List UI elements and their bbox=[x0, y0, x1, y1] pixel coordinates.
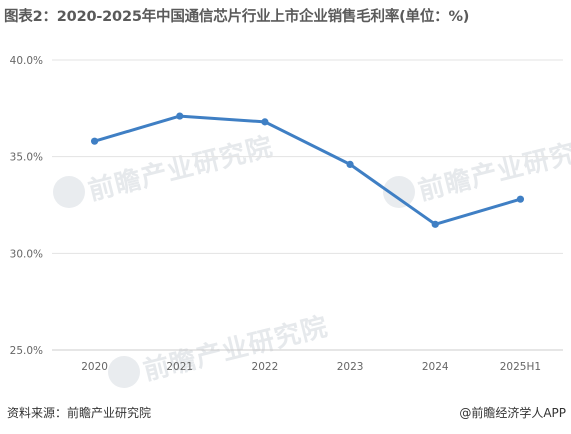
qianzhan-logo-icon bbox=[53, 176, 85, 208]
watermark-text: 前瞻产业研究院 bbox=[85, 131, 276, 207]
watermark-text: 前瞻产业研究院 bbox=[140, 311, 331, 387]
watermark: 前瞻产业研究院 bbox=[53, 131, 276, 208]
watermark: 前瞻产业研究院 bbox=[108, 311, 331, 388]
qianzhan-logo-icon bbox=[108, 356, 140, 388]
x-tick-label: 2024 bbox=[422, 361, 449, 373]
grid-lines bbox=[52, 59, 563, 351]
y-tick-label: 35.0% bbox=[10, 152, 43, 164]
data-point bbox=[176, 112, 184, 120]
watermark: 前瞻产业研究院 bbox=[383, 131, 571, 208]
source-note: 资料来源：前瞻产业研究院 bbox=[7, 406, 152, 420]
x-tick-label: 2023 bbox=[337, 361, 364, 373]
qianzhan-logo-icon bbox=[383, 176, 415, 208]
data-point bbox=[90, 137, 99, 145]
x-tick-label: 2022 bbox=[252, 361, 279, 373]
x-tick-label: 2021 bbox=[166, 361, 193, 373]
chart-title: 图表2：2020-2025年中国通信芯片行业上市企业销售毛利率(单位：%) bbox=[4, 9, 470, 25]
series-line bbox=[93, 114, 522, 226]
y-axis: 25.0% 30.0% 35.0% 40.0% bbox=[10, 55, 43, 357]
data-point bbox=[431, 220, 439, 228]
y-tick-label: 30.0% bbox=[10, 248, 43, 260]
watermark-text: 前瞻产业研究院 bbox=[415, 131, 571, 207]
data-point bbox=[261, 118, 269, 126]
x-tick-label: 2020 bbox=[81, 361, 108, 373]
y-tick-label: 25.0% bbox=[10, 345, 43, 357]
x-tick-label: 2025H1 bbox=[500, 361, 541, 373]
x-axis: 2020 2021 2022 2023 2024 2025H1 bbox=[81, 361, 541, 373]
credit-note: @前瞻经济学人APP bbox=[459, 406, 566, 420]
data-point bbox=[346, 160, 354, 168]
data-point bbox=[516, 195, 525, 203]
series-layer bbox=[90, 112, 525, 228]
y-tick-label: 40.0% bbox=[10, 55, 43, 67]
